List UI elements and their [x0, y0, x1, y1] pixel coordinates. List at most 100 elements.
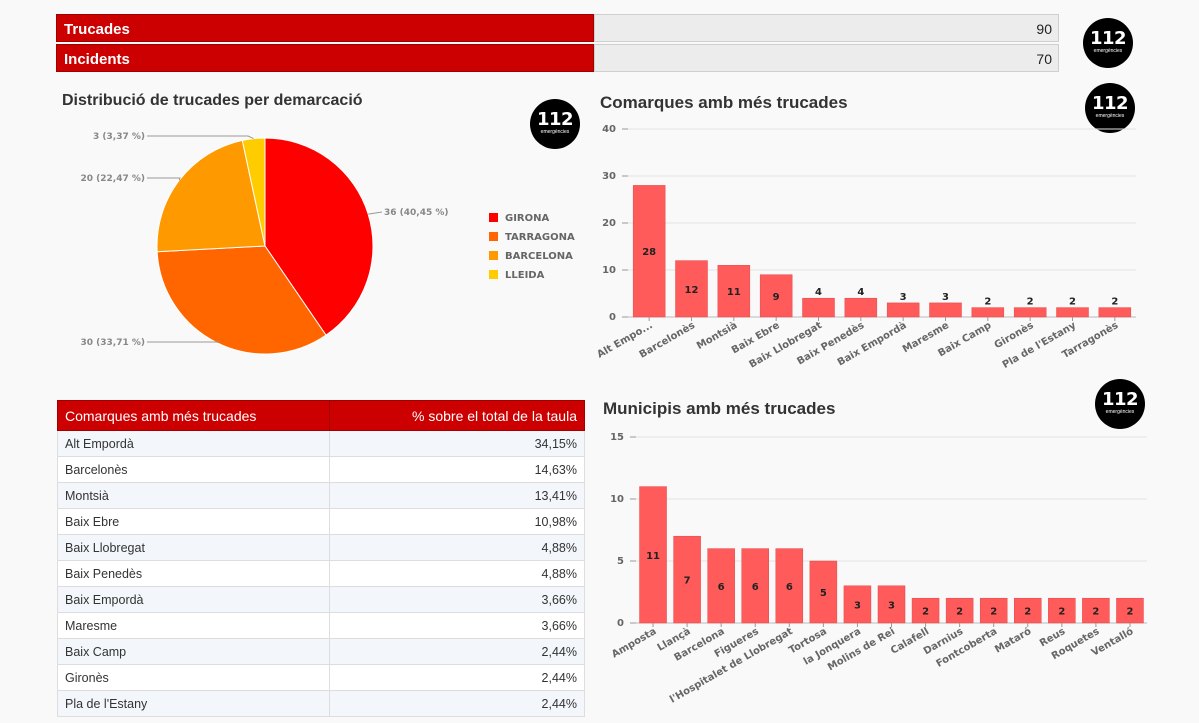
bar-value-label: 2: [1126, 607, 1133, 618]
pie-chart: 36 (40,45 %) 30 (33,71 %) 20 (22,47 %) 3 (3…: [80, 132, 575, 355]
percent-cell: 2,44%: [329, 638, 585, 665]
comarca-cell: Gironès: [57, 664, 330, 691]
bar-value-label: 3: [888, 600, 895, 611]
bar-value-label: 11: [727, 287, 741, 298]
bar: [843, 585, 872, 624]
bar-value-label: 28: [642, 247, 656, 258]
y-tick-label: 20: [602, 218, 616, 229]
table-row: Montsià 13,41%: [57, 482, 585, 509]
bar-value-label: 2: [1027, 297, 1034, 308]
legend-swatch: [489, 213, 498, 222]
bar-value-label: 2: [922, 607, 929, 618]
table-row: Baix Penedès 4,88%: [57, 560, 585, 587]
y-tick-label: 10: [602, 265, 616, 276]
legend-item-girona: GIRONA: [505, 213, 549, 224]
bar: [877, 585, 906, 624]
bar-value-label: 12: [685, 285, 699, 296]
legend-swatch: [489, 270, 498, 279]
comarques-chart-title: Comarques amb més trucades: [600, 93, 848, 112]
pie-data-label: 36 (40,45 %): [384, 208, 449, 218]
municipis-chart-title: Municipis amb més trucades: [603, 399, 836, 418]
y-tick-label: 0: [617, 618, 624, 629]
kpi-value: 90: [594, 14, 1059, 42]
pie-slice-girona: [264, 137, 374, 336]
pie-connector: [147, 135, 254, 140]
bar-value-label: 2: [1111, 297, 1118, 308]
comarca-cell: Maresme: [57, 612, 330, 639]
y-tick-label: 0: [609, 312, 616, 323]
x-tick-label: Amposta: [610, 626, 659, 660]
kpi-row-trucades: Trucades 90: [56, 14, 1059, 42]
legend-item-tarragona: TARRAGONA: [505, 232, 575, 243]
bar-value-label: 2: [1058, 607, 1065, 618]
kpi-value: 70: [594, 44, 1059, 72]
bar: [707, 548, 735, 624]
bar-value-label: 9: [773, 292, 780, 303]
pie-chart-title: Distribució de trucades per demarcació: [62, 92, 363, 109]
table-row: Baix Empordà 3,66%: [57, 586, 585, 613]
bar: [675, 260, 708, 318]
x-tick-label: Mataró: [993, 625, 1034, 655]
table-row: Baix Ebre 10,98%: [57, 508, 585, 535]
bar-value-label: 2: [990, 607, 997, 618]
y-tick-label: 40: [602, 124, 616, 135]
bar: [759, 274, 793, 318]
pie-data-label: 20 (22,47 %): [80, 174, 145, 184]
bar-value-label: 2: [956, 607, 963, 618]
bar: [717, 265, 751, 318]
logo-112-icon: 112 emergències: [1085, 83, 1135, 133]
logo-112-icon: 112 emergències: [1095, 379, 1145, 429]
comarca-cell: Baix Empordà: [57, 586, 330, 613]
comarca-cell: Pla de l'Estany: [57, 690, 330, 717]
table-row: Maresme 3,66%: [57, 612, 585, 639]
bar-value-label: 3: [900, 292, 907, 303]
bar-value-label: 2: [1092, 607, 1099, 618]
kpi-label: Incidents: [56, 44, 594, 72]
percent-cell: 10,98%: [329, 508, 585, 535]
pie-connector: [368, 211, 383, 215]
bar: [741, 548, 769, 624]
bar: [809, 560, 838, 624]
comarques-table: Comarques amb més trucades % sobre el to…: [57, 400, 585, 717]
table-row: Alt Empordà 34,15%: [57, 430, 585, 457]
percent-cell: 14,63%: [329, 456, 585, 483]
comarca-cell: Baix Llobregat: [57, 534, 330, 561]
bar-value-label: 7: [684, 576, 691, 587]
table-row: Gironès 2,44%: [57, 664, 585, 691]
y-tick-label: 15: [610, 432, 624, 443]
y-tick-label: 5: [617, 556, 624, 567]
y-tick-label: 30: [602, 171, 616, 182]
kpi-row-incidents: Incidents 70: [56, 44, 1059, 72]
pie-data-label: 30 (33,71 %): [80, 338, 145, 348]
legend-item-lleida: LLEIDA: [505, 270, 545, 281]
kpi-label: Trucades: [56, 14, 594, 42]
x-tick-label: Fontcoberta: [934, 626, 999, 670]
bar-value-label: 4: [857, 287, 864, 298]
table-row: Baix Llobregat 4,88%: [57, 534, 585, 561]
bar-value-label: 6: [752, 582, 759, 593]
bar: [1082, 597, 1110, 624]
legend-item-barcelona: BARCELONA: [505, 251, 573, 262]
bar: [639, 486, 667, 624]
percent-cell: 2,44%: [329, 664, 585, 691]
y-tick-label: 10: [610, 494, 624, 505]
bar: [775, 548, 804, 624]
logo-112-icon: 112 emergències: [530, 99, 580, 149]
percent-cell: 3,66%: [329, 586, 585, 613]
table-row: Baix Camp 2,44%: [57, 638, 585, 665]
table-header-percent: % sobre el total de la taula: [329, 400, 585, 431]
percent-cell: 13,41%: [329, 482, 585, 509]
bar: [945, 597, 974, 624]
bar: [1014, 597, 1042, 624]
bar: [979, 597, 1008, 624]
percent-cell: 4,88%: [329, 560, 585, 587]
logo-112-icon: 112 emergències: [1083, 18, 1133, 68]
bar-value-label: 3: [942, 292, 949, 303]
comarca-cell: Baix Camp: [57, 638, 330, 665]
bar-value-label: 3: [854, 600, 861, 611]
bar: [1048, 597, 1076, 624]
comarca-cell: Baix Ebre: [57, 508, 330, 535]
legend-swatch: [489, 232, 498, 241]
